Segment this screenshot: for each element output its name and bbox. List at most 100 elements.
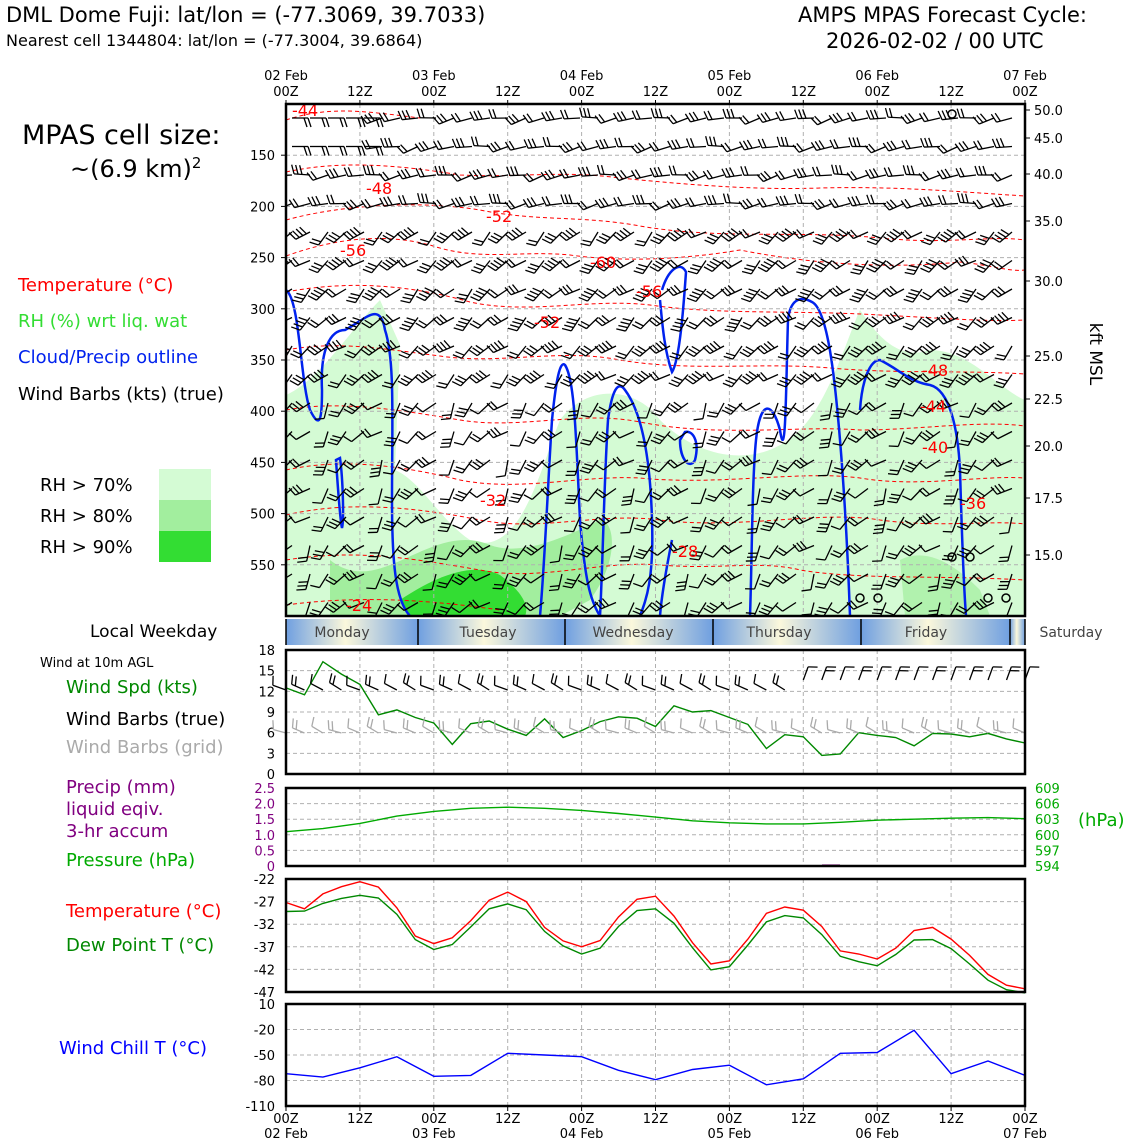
wind-barb: [636, 444, 646, 447]
wind-barb-grid: [790, 718, 793, 728]
wind-barb: [333, 573, 347, 585]
wind-barb: [905, 322, 915, 328]
wind-barb: [580, 320, 590, 327]
wind-barb: [454, 172, 462, 181]
wind-barb: [343, 380, 353, 386]
wind-barb: [699, 488, 707, 504]
wind-barb: [472, 433, 482, 440]
wind-barb: [958, 443, 969, 447]
wind-barb: [666, 433, 675, 441]
wind-barb: [847, 378, 856, 386]
wind-barb: [533, 402, 545, 417]
wind-barb: [636, 524, 646, 528]
wind-barb: [382, 342, 390, 351]
wind-barb: [360, 429, 368, 438]
wind-barb: [486, 144, 494, 153]
wind-barb: [560, 381, 570, 387]
wind-barb: [709, 519, 720, 524]
wind-barb: [869, 109, 875, 120]
wind-barb: [544, 289, 553, 297]
wind-barb-grid: [331, 721, 334, 731]
wind-barb: [979, 573, 995, 583]
wind-barb: [528, 117, 545, 124]
wind-barb: [997, 459, 1013, 468]
wind-barb: [814, 318, 823, 325]
wind-barb: [452, 354, 462, 359]
wind-barb: [414, 515, 422, 524]
wind-barb: [469, 349, 478, 357]
wind-barb-grid: [643, 716, 648, 727]
wind-barb: [460, 516, 473, 530]
wind-barb: [493, 583, 504, 586]
wind-barb: [979, 601, 995, 611]
wind-barb: [540, 318, 549, 326]
wind-barb: [688, 375, 697, 383]
wind-barb: [905, 464, 915, 470]
wind-barb-true: [516, 676, 519, 686]
wind-barb: [286, 488, 293, 495]
wind-barb: [871, 234, 882, 239]
wind-barb-true: [698, 682, 712, 691]
wind-barb: [742, 115, 750, 124]
wind-barb: [713, 136, 717, 147]
y-tick-label: 2.5: [254, 782, 275, 797]
wind-barb: [835, 574, 845, 581]
wind-barb: [384, 137, 389, 148]
wind-barb: [792, 230, 800, 239]
wind-barb: [632, 194, 637, 205]
wind-barb: [870, 194, 875, 204]
wind-barb: [403, 405, 414, 410]
wind-barb-true: [364, 674, 368, 685]
wind-barb: [324, 317, 333, 325]
wind-barb: [724, 328, 735, 332]
wind-barb: [779, 195, 785, 206]
wind-barb: [901, 379, 911, 386]
wind-barb: [342, 463, 352, 470]
wind-barb: [542, 136, 547, 147]
wind-barb: [619, 259, 635, 269]
isotherm-label: -60: [590, 253, 616, 272]
wind-barb: [544, 514, 552, 523]
wind-barb: [944, 259, 959, 270]
wind-barb: [598, 113, 606, 123]
wind-barb: [888, 108, 893, 118]
wind-barb: [880, 573, 887, 590]
wind-barb: [848, 325, 858, 331]
wind-barb: [852, 268, 862, 272]
wind-barb: [594, 518, 603, 526]
wind-barb: [956, 525, 967, 531]
wind-barb: [313, 289, 323, 296]
wind-barb: [346, 299, 356, 304]
wind-barb: [670, 486, 678, 495]
wind-barb: [559, 109, 565, 120]
wind-barb: [522, 174, 530, 183]
wind-barb: [868, 429, 876, 438]
wind-barb: [944, 168, 951, 178]
wind-barb: [468, 546, 477, 554]
wind-barb: [462, 459, 473, 474]
wind-barb: [366, 202, 383, 209]
wind-barb: [738, 430, 746, 439]
wind-barb: [817, 234, 828, 239]
wind-barb: [496, 193, 501, 204]
wind-barb: [343, 435, 352, 443]
wind-barb: [856, 371, 866, 378]
wind-barb: [418, 513, 426, 522]
wind-barb: [741, 270, 752, 275]
wind-barb: [810, 373, 818, 382]
wind-barb: [918, 544, 926, 553]
wind-barb: [839, 311, 847, 320]
wind-barb: [763, 342, 772, 351]
wind-barb: [744, 166, 749, 176]
wind-barb: [382, 288, 391, 296]
wind-barb: [852, 137, 857, 147]
isotherm-label: -48: [922, 361, 948, 380]
wind-barb: [460, 317, 470, 322]
wind-barb: [702, 373, 710, 382]
wind-barb: [972, 574, 981, 583]
wind-barb: [904, 376, 914, 383]
wind-barb: [666, 406, 676, 413]
wind-barb-grid: [591, 718, 596, 729]
wind-barb: [516, 516, 527, 531]
